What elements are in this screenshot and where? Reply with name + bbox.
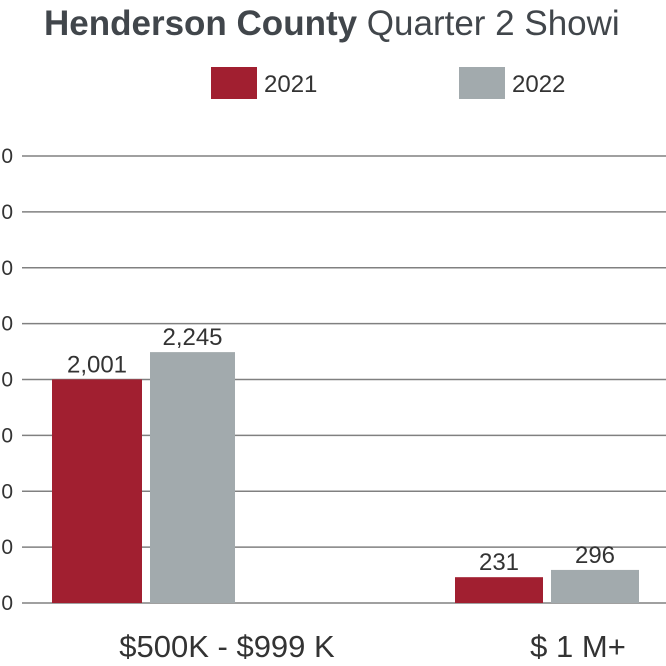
legend-swatch-2021 <box>211 67 257 99</box>
chart-title-rest: Quarter 2 Showi <box>357 4 620 43</box>
y-tick-label: 0 <box>1 257 13 280</box>
bars <box>52 352 639 603</box>
data-label-2022-1: 296 <box>575 542 615 569</box>
data-label-2022-0: 2,245 <box>162 324 222 351</box>
y-tick-label: 0 <box>1 592 13 615</box>
bar-2022-1 <box>551 569 639 603</box>
data-label-2021-0: 2,001 <box>67 351 127 378</box>
y-tick-label: 0 <box>1 313 13 336</box>
category-label-0: $500K - $999 K <box>119 629 335 664</box>
chart-title-bold: Henderson County <box>44 4 358 43</box>
y-tick-label: 0 <box>1 201 13 224</box>
y-tick-label: 0 <box>1 480 13 503</box>
legend-label-2022: 2022 <box>512 71 565 98</box>
data-labels: 2,001 2,245 231 296 <box>67 324 615 576</box>
chart-title: Henderson County Quarter 2 Showi <box>44 4 620 43</box>
category-label-1: $ 1 M+ <box>530 629 626 664</box>
x-axis-categories: $500K - $999 K $ 1 M+ <box>119 629 626 664</box>
bar-2021-1 <box>455 577 543 603</box>
y-tick-label: 0 <box>1 145 13 168</box>
y-tick-label: 0 <box>1 536 13 559</box>
legend-swatch-2022 <box>459 67 505 99</box>
y-tick-label: 0 <box>1 369 13 392</box>
legend-label-2021: 2021 <box>264 71 317 98</box>
y-axis-ticks: 0 0 0 0 0 0 0 0 0 <box>1 145 13 615</box>
y-tick-label: 0 <box>1 424 13 447</box>
data-label-2021-1: 231 <box>479 549 519 576</box>
legend: 2021 2022 <box>211 67 565 99</box>
bar-2021-0 <box>52 379 142 603</box>
bar-2022-0 <box>150 352 235 603</box>
